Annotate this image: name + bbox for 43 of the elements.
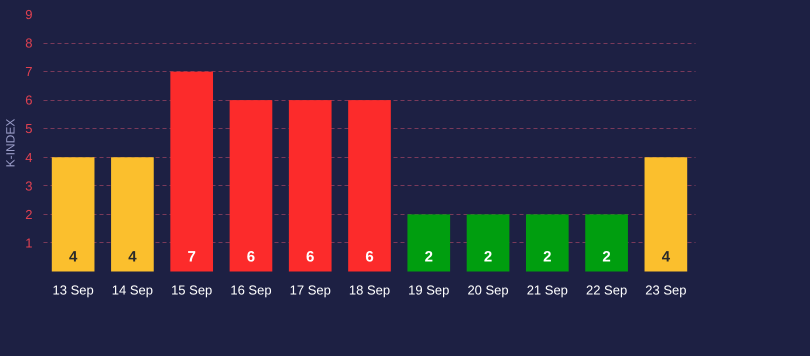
y-tick-label: 8	[25, 36, 33, 51]
data-label: 2	[602, 248, 611, 266]
bar	[170, 72, 214, 272]
bar	[407, 214, 450, 272]
data-label: 4	[128, 248, 138, 266]
bar	[348, 100, 391, 272]
x-tick-label: 16 Sep	[230, 282, 272, 298]
data-label: 2	[484, 248, 492, 266]
y-tick-label: 9	[25, 7, 33, 22]
data-label: 6	[306, 248, 314, 266]
data-label: 2	[543, 248, 552, 266]
data-label: 6	[365, 248, 374, 266]
bar	[644, 157, 688, 272]
y-tick-label: 4	[25, 150, 33, 165]
data-label: 4	[662, 248, 671, 266]
x-tick-label: 15 Sep	[171, 282, 212, 298]
data-label: 2	[424, 248, 433, 266]
data-label: 7	[188, 248, 196, 266]
y-tick-label: 3	[25, 178, 33, 194]
x-tick-label: 17 Sep	[290, 282, 331, 298]
y-tick-label: 6	[25, 92, 33, 108]
bar	[52, 157, 94, 272]
bar	[526, 214, 569, 272]
y-axis-title: K-INDEX	[3, 118, 18, 168]
x-tick-label: 21 Sep	[526, 282, 568, 298]
bar	[585, 214, 628, 272]
y-tick-label: 5	[25, 121, 33, 136]
x-tick-label: 18 Sep	[348, 282, 390, 298]
bar	[230, 100, 272, 272]
y-tick-label: 7	[25, 64, 33, 80]
bar	[288, 100, 332, 272]
x-tick-label: 13 Sep	[52, 282, 94, 298]
data-label: 6	[246, 248, 256, 266]
bar	[111, 157, 154, 272]
data-label: 4	[68, 248, 78, 266]
x-tick-label: 19 Sep	[408, 282, 450, 298]
x-tick-label: 22 Sep	[586, 282, 628, 298]
x-tick-label: 23 Sep	[645, 282, 686, 298]
y-tick-label: 1	[25, 235, 33, 250]
x-tick-label: 14 Sep	[112, 282, 154, 298]
x-tick-label: 20 Sep	[467, 282, 509, 298]
bar	[466, 214, 510, 272]
y-tick-label: 2	[25, 206, 33, 222]
